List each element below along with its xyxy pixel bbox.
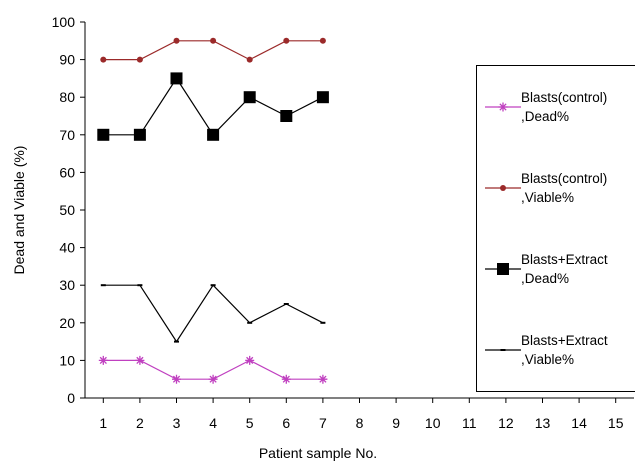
point — [247, 321, 253, 324]
point — [170, 72, 183, 85]
x-axis-label: Patient sample No. — [259, 445, 377, 461]
x-tick-label: 13 — [535, 415, 551, 431]
point — [318, 374, 328, 384]
y-tick-label: 80 — [59, 89, 75, 105]
x-tick-label: 6 — [282, 415, 290, 431]
legend-symbol — [485, 349, 521, 352]
point — [500, 349, 506, 352]
x-tick-label: 10 — [425, 415, 441, 431]
point — [100, 56, 107, 63]
x-tick-label: 2 — [136, 415, 144, 431]
x-tick-label: 8 — [356, 415, 364, 431]
legend-label: Blasts+Extract ,Viable% — [521, 333, 608, 368]
y-tick-label: 10 — [59, 352, 75, 368]
series-line — [103, 77, 324, 136]
point — [245, 355, 255, 365]
point — [246, 56, 253, 63]
point — [97, 128, 110, 141]
point — [210, 37, 217, 44]
point — [500, 184, 506, 191]
point — [281, 374, 291, 384]
x-tick-label: 4 — [209, 415, 217, 431]
y-tick-label: 50 — [59, 202, 75, 218]
legend-label: Blasts(control) ,Dead% — [521, 89, 608, 124]
point — [498, 102, 508, 112]
point — [133, 128, 146, 141]
legend-symbol — [485, 263, 521, 276]
x-tick-label: 5 — [246, 415, 254, 431]
y-tick-label: 30 — [59, 277, 75, 293]
point — [100, 284, 106, 287]
y-axis-label: Dead and Viable (%) — [11, 146, 27, 275]
x-tick-label: 11 — [462, 415, 477, 431]
y-tick-label: 70 — [59, 127, 75, 143]
point — [174, 340, 179, 343]
point — [243, 91, 256, 104]
legend-entry: Blasts(control) ,Dead% — [477, 88, 635, 126]
y-tick-label: 90 — [59, 52, 75, 68]
x-tick-label: 14 — [571, 415, 587, 431]
x-tick-label: 15 — [608, 415, 624, 431]
y-tick-label: 40 — [59, 240, 75, 256]
point — [283, 37, 290, 44]
y-tick-label: 20 — [59, 315, 75, 331]
point — [137, 284, 143, 287]
point — [172, 374, 181, 384]
point — [280, 110, 293, 122]
legend-label: Blasts(control) ,Viable% — [521, 170, 608, 205]
legend: Blasts(control) ,Dead% Blasts(control) ,V… — [476, 65, 635, 392]
point — [283, 303, 289, 305]
y-tick-label: 100 — [52, 14, 76, 30]
legend-label: Blasts+Extract ,Dead% — [521, 252, 608, 287]
x-tick-label: 7 — [319, 415, 327, 431]
point — [210, 284, 216, 287]
x-tick-label: 9 — [392, 415, 400, 431]
point — [136, 56, 143, 63]
point — [173, 37, 180, 44]
point — [319, 37, 326, 44]
legend-symbol — [485, 184, 521, 191]
point — [98, 355, 108, 365]
legend-symbol — [485, 102, 521, 112]
x-tick-label: 12 — [498, 415, 514, 431]
series-line — [103, 284, 324, 343]
point — [320, 321, 326, 324]
x-tick-label: 3 — [173, 415, 181, 431]
point — [316, 91, 329, 104]
point — [497, 263, 509, 276]
y-tick-label: 0 — [67, 390, 75, 406]
point — [208, 374, 218, 384]
point — [135, 355, 145, 365]
y-tick-label: 60 — [59, 164, 75, 180]
x-tick-label: 1 — [99, 415, 107, 431]
legend-entry: Blasts+Extract ,Viable% — [477, 331, 635, 369]
legend-entry: Blasts(control) ,Viable% — [477, 169, 635, 207]
legend-entry: Blasts+Extract ,Dead% — [477, 250, 635, 288]
point — [207, 128, 220, 141]
